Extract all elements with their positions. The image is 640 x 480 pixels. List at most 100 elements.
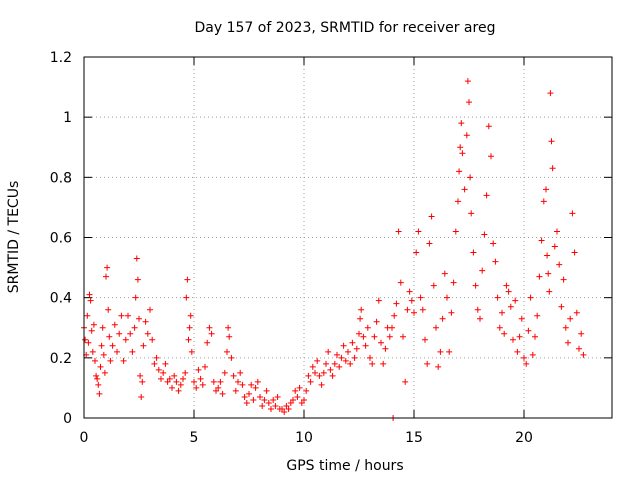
y-tick-label: 0.6 bbox=[50, 231, 72, 247]
data-point bbox=[450, 279, 457, 286]
data-point bbox=[463, 132, 470, 139]
data-point bbox=[225, 324, 232, 331]
data-point bbox=[82, 336, 89, 343]
data-point bbox=[140, 342, 147, 349]
data-point bbox=[263, 387, 270, 394]
x-tick-label: 20 bbox=[515, 430, 533, 446]
data-point bbox=[459, 150, 466, 157]
data-point bbox=[373, 318, 380, 325]
data-point bbox=[417, 294, 424, 301]
data-point bbox=[331, 360, 338, 367]
data-point bbox=[494, 294, 501, 301]
data-point bbox=[166, 375, 173, 382]
data-point bbox=[386, 333, 393, 340]
data-point bbox=[378, 339, 384, 346]
data-point bbox=[336, 363, 343, 370]
data-point bbox=[316, 372, 323, 379]
data-point bbox=[479, 267, 486, 274]
data-point bbox=[224, 348, 230, 355]
data-point bbox=[149, 336, 156, 343]
data-point bbox=[109, 342, 116, 349]
data-point bbox=[358, 306, 365, 313]
data-point bbox=[481, 231, 488, 238]
x-tick-label: 5 bbox=[190, 430, 199, 446]
data-point bbox=[173, 378, 180, 385]
data-point bbox=[250, 396, 257, 403]
data-point bbox=[204, 339, 211, 346]
chart-title: Day 157 of 2023, SRMTID for receiver are… bbox=[195, 20, 496, 36]
data-point bbox=[439, 315, 446, 322]
data-point bbox=[246, 390, 252, 397]
data-point bbox=[464, 78, 471, 85]
data-point bbox=[298, 399, 305, 406]
data-point bbox=[191, 378, 197, 385]
data-point bbox=[457, 144, 464, 151]
data-point bbox=[501, 330, 508, 337]
data-point bbox=[428, 213, 435, 220]
data-point bbox=[219, 390, 226, 397]
data-point bbox=[389, 324, 395, 331]
data-point bbox=[437, 348, 444, 355]
data-point bbox=[155, 366, 162, 373]
data-point bbox=[569, 210, 576, 217]
data-point bbox=[540, 198, 547, 205]
data-point bbox=[466, 99, 472, 106]
data-point bbox=[180, 375, 186, 382]
data-point bbox=[164, 378, 171, 385]
data-point bbox=[364, 324, 371, 331]
data-point bbox=[406, 288, 413, 295]
data-point bbox=[538, 237, 545, 244]
data-point bbox=[132, 294, 139, 301]
data-point bbox=[199, 381, 206, 388]
data-point bbox=[93, 372, 100, 379]
data-point bbox=[507, 303, 514, 310]
data-point bbox=[202, 363, 208, 370]
data-point bbox=[560, 276, 567, 283]
data-point bbox=[375, 297, 382, 304]
data-point bbox=[536, 273, 543, 280]
data-point bbox=[380, 360, 387, 367]
data-point bbox=[239, 381, 246, 388]
data-point bbox=[307, 378, 314, 385]
data-point bbox=[87, 297, 94, 304]
data-point bbox=[85, 339, 92, 346]
data-point bbox=[303, 387, 310, 394]
data-point bbox=[292, 387, 299, 394]
data-point bbox=[252, 384, 259, 391]
data-point bbox=[139, 378, 146, 385]
data-point bbox=[182, 369, 189, 376]
data-point bbox=[283, 402, 290, 409]
data-point bbox=[133, 255, 140, 262]
data-point bbox=[312, 369, 318, 376]
data-point bbox=[323, 360, 329, 367]
data-point bbox=[340, 342, 347, 349]
data-point bbox=[175, 387, 182, 394]
data-point bbox=[514, 348, 521, 355]
data-point bbox=[314, 357, 321, 364]
data-point bbox=[411, 309, 417, 316]
data-point bbox=[551, 243, 558, 250]
data-point bbox=[160, 369, 167, 376]
data-point bbox=[492, 258, 499, 265]
data-point bbox=[134, 276, 141, 283]
data-point bbox=[151, 360, 158, 367]
data-point bbox=[226, 333, 233, 340]
data-point bbox=[287, 399, 294, 406]
data-point bbox=[84, 312, 91, 319]
data-point bbox=[338, 354, 345, 361]
data-point bbox=[107, 357, 114, 364]
data-point bbox=[362, 342, 369, 349]
data-point bbox=[544, 252, 551, 259]
data-point bbox=[400, 333, 406, 340]
data-point bbox=[100, 351, 107, 358]
data-point bbox=[281, 408, 288, 415]
data-points bbox=[81, 78, 587, 421]
data-point bbox=[272, 402, 279, 409]
data-point bbox=[455, 198, 461, 205]
data-point bbox=[206, 324, 213, 331]
data-point bbox=[571, 249, 578, 256]
data-point bbox=[88, 327, 95, 334]
plot-frame bbox=[83, 56, 613, 419]
data-point bbox=[521, 354, 527, 361]
data-point bbox=[422, 336, 428, 343]
